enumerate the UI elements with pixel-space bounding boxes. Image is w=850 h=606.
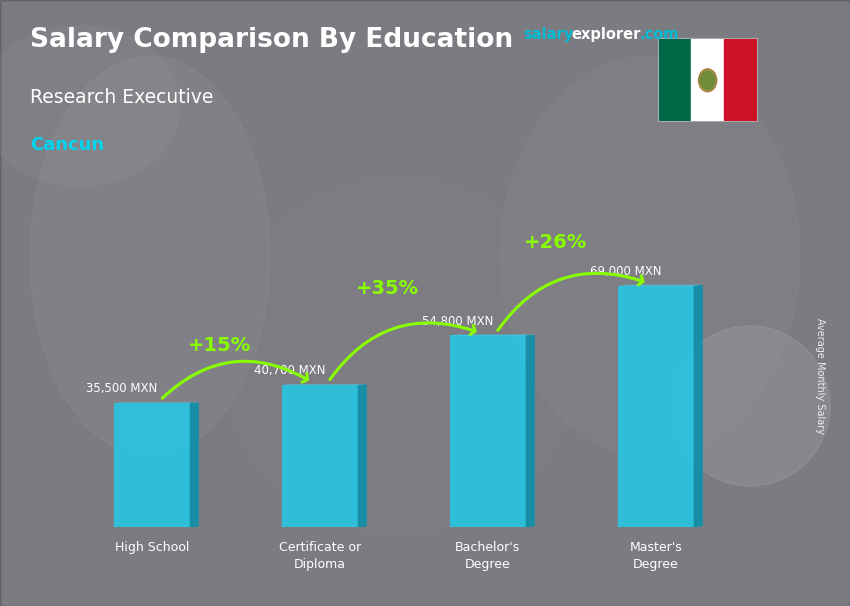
Text: Cancun: Cancun [30, 136, 104, 155]
Text: salary: salary [523, 27, 573, 42]
Text: Research Executive: Research Executive [30, 88, 213, 107]
Text: +26%: +26% [524, 233, 586, 251]
Polygon shape [114, 403, 190, 527]
Bar [659, 39, 691, 121]
Text: Salary Comparison By Education: Salary Comparison By Education [30, 27, 513, 53]
Text: 35,500 MXN: 35,500 MXN [86, 382, 157, 395]
Ellipse shape [30, 56, 270, 456]
Text: explorer: explorer [571, 27, 641, 42]
Bar [724, 39, 756, 121]
Ellipse shape [670, 326, 830, 486]
Polygon shape [358, 384, 367, 527]
Ellipse shape [0, 26, 180, 186]
Polygon shape [282, 385, 358, 527]
Text: +15%: +15% [188, 336, 251, 355]
Text: Average Monthly Salary: Average Monthly Salary [815, 318, 825, 434]
Text: 40,700 MXN: 40,700 MXN [254, 364, 326, 377]
Polygon shape [694, 285, 703, 527]
Ellipse shape [220, 176, 580, 536]
Text: .com: .com [639, 27, 678, 42]
Text: 69,000 MXN: 69,000 MXN [590, 265, 661, 278]
Polygon shape [618, 285, 694, 527]
Polygon shape [450, 335, 525, 527]
Text: 54,800 MXN: 54,800 MXN [422, 315, 493, 328]
Bar [691, 39, 724, 121]
Polygon shape [190, 402, 199, 527]
Circle shape [700, 72, 715, 89]
Ellipse shape [500, 56, 800, 456]
Polygon shape [525, 335, 535, 527]
Text: +35%: +35% [355, 279, 418, 298]
Circle shape [699, 69, 717, 92]
